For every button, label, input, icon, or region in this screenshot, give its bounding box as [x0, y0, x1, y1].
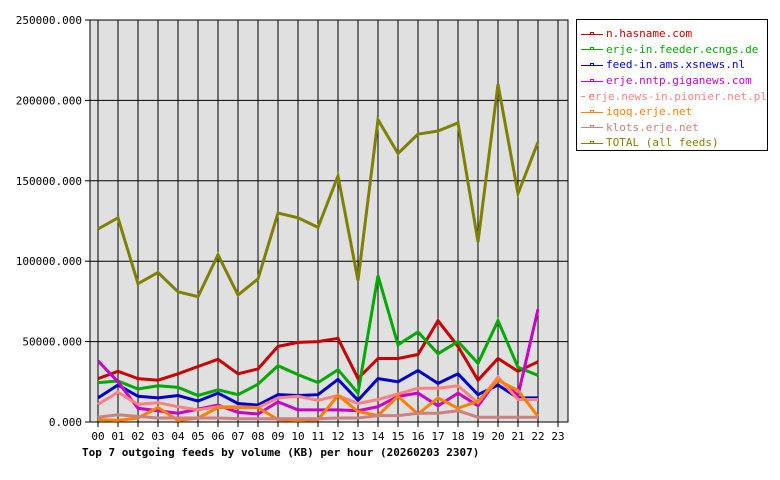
y-tick-label: 100000.000 [16, 255, 82, 268]
legend-item: TOTAL (all feeds) [577, 135, 767, 151]
x-tick-label: 04 [171, 430, 185, 443]
x-tick-label: 23 [551, 430, 564, 443]
series-lines [96, 84, 540, 422]
x-tick-label: 07 [231, 430, 244, 443]
legend-label: feed-in.ams.xsnews.nl [606, 58, 746, 72]
legend-line-marker-icon [581, 107, 603, 117]
x-tick-label: 06 [211, 430, 224, 443]
x-tick-label: 11 [311, 430, 324, 443]
x-tick-label: 00 [91, 430, 104, 443]
x-tick-label: 13 [351, 430, 364, 443]
legend-line-marker-icon [581, 122, 603, 132]
x-tick-label: 09 [271, 430, 284, 443]
legend-item: erje.nntp.giganews.com [577, 73, 767, 89]
x-tick-label: 05 [191, 430, 204, 443]
legend-item: erje.news-in.pionier.net.pl [577, 88, 767, 104]
plot-area [89, 19, 569, 423]
x-tick-label: 19 [471, 430, 484, 443]
legend-line-marker-icon [581, 91, 594, 101]
y-tick-label: 250000.000 [16, 14, 82, 27]
x-axis: 00 01 02 03 04 05 06 07 08 09 10 11 12 13 14 15 16 17 18 19… [91, 422, 565, 443]
x-tick-label: 14 [371, 430, 385, 443]
legend-item: n.hasname.com [577, 26, 767, 42]
x-tick-label: 16 [411, 430, 424, 443]
y-tick-label: 150000.000 [16, 175, 82, 188]
series-line-3 [96, 309, 540, 416]
legend-item: iqoq.erje.net [577, 104, 767, 120]
legend-item: erje-in.feeder.ecngs.de [577, 42, 767, 58]
legend-label: erje.news-in.pionier.net.pl [588, 89, 767, 103]
legend-label: klots.erje.net [606, 120, 699, 134]
legend-line-marker-icon [581, 76, 603, 86]
y-tick-label: 200000.000 [16, 94, 82, 107]
x-tick-label: 15 [391, 430, 404, 443]
x-tick-label: 10 [291, 430, 304, 443]
series-line-4 [97, 374, 538, 412]
y-axis: 0.000 50000.000 100000.000 150000.000 200000… [16, 14, 90, 429]
x-tick-label: 20 [491, 430, 504, 443]
chart-title: Top 7 outgoing feeds by volume (KB) per … [82, 446, 479, 459]
legend-label: TOTAL (all feeds) [606, 136, 719, 150]
legend-line-marker-icon [581, 44, 603, 54]
x-tick-label: 17 [431, 430, 444, 443]
series-line-7 [97, 84, 540, 299]
legend-label: erje-in.feeder.ecngs.de [606, 42, 759, 56]
legend-line-marker-icon [581, 60, 603, 70]
x-tick-label: 22 [531, 430, 544, 443]
legend-label: iqoq.erje.net [606, 105, 693, 119]
x-tick-label: 18 [451, 430, 464, 443]
x-tick-label: 08 [251, 430, 264, 443]
series-line-1 [97, 275, 539, 398]
legend-label: erje.nntp.giganews.com [606, 74, 752, 88]
grid-lines [90, 19, 568, 423]
legend-item: feed-in.ams.xsnews.nl [577, 57, 767, 73]
series-line-2 [97, 368, 538, 407]
legend-item: klots.erje.net [577, 120, 767, 136]
x-tick-label: 02 [131, 430, 144, 443]
x-tick-label: 12 [331, 430, 344, 443]
legend: n.hasname.com erje-in.feeder.ecngs.de feed… [576, 19, 768, 151]
series-line-6 [97, 409, 538, 421]
x-tick-label: 01 [111, 430, 124, 443]
y-tick-label: 0.000 [49, 416, 82, 429]
x-tick-label: 21 [511, 430, 524, 443]
legend-label: n.hasname.com [606, 27, 693, 41]
series-line-0 [97, 318, 539, 383]
y-tick-label: 50000.000 [22, 336, 82, 349]
legend-line-marker-icon [581, 29, 603, 39]
x-tick-label: 03 [151, 430, 164, 443]
legend-line-marker-icon [581, 138, 603, 148]
